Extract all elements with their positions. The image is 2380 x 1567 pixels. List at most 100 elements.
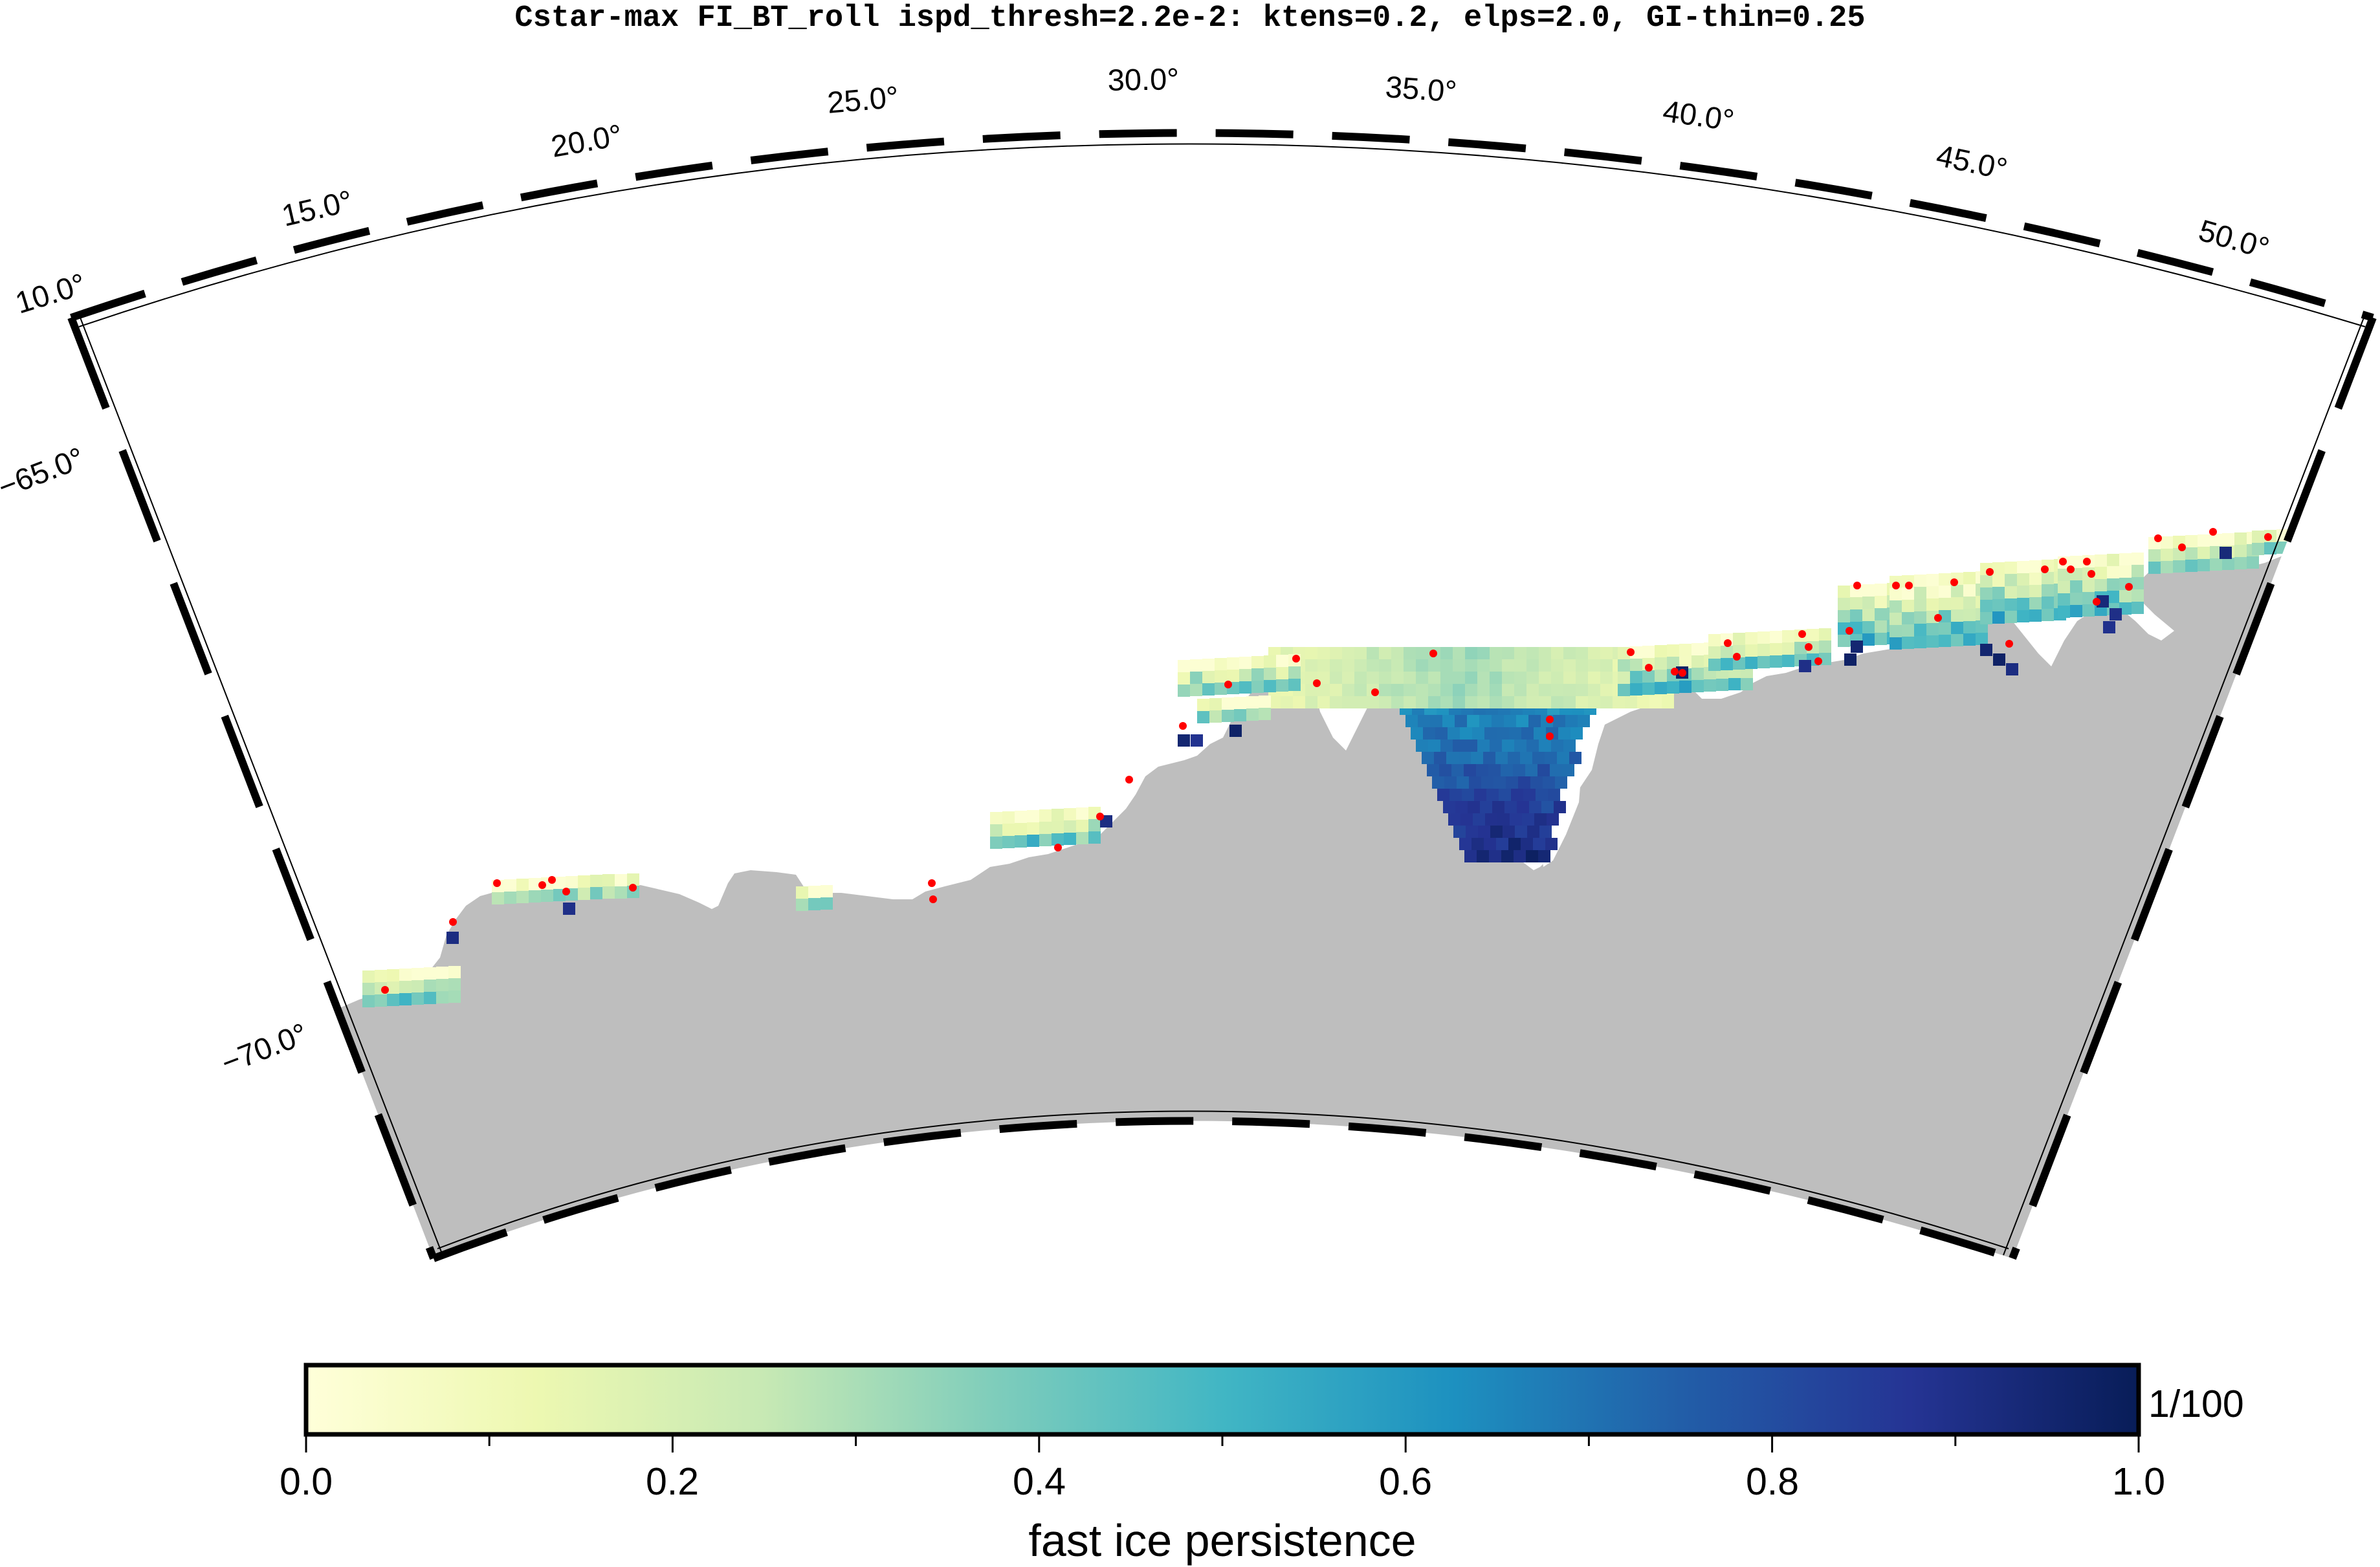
fast-ice-cell [1440,696,1453,708]
fast-ice-cell [1485,813,1497,826]
fast-ice-cell [1509,727,1521,740]
fast-ice-cell [2161,536,2173,549]
lon-label: 25.0° [826,80,899,120]
fast-ice-cell [1555,776,1567,789]
fast-ice-cell [1492,715,1504,727]
fast-ice-cell [1691,680,1704,692]
fast-ice-cell [2082,580,2095,592]
fast-ice-cell [1197,699,1209,711]
fast-ice-cell [1088,831,1101,844]
fast-ice-cell [1992,611,2005,624]
lat-label: −65.0° [0,441,89,505]
fast-ice-cell [2198,547,2210,559]
colorbar-gradient [303,1363,2141,1437]
fast-ice-cell [1993,653,2005,666]
fast-ice-cell [1976,633,1988,645]
fast-ice-cell [1493,776,1506,789]
fast-ice-cell [590,887,602,899]
fast-ice-cell [387,981,399,994]
grounded-iceberg-dot [538,881,546,889]
fast-ice-cell [1404,659,1416,672]
fast-ice-cell [1496,838,1508,850]
fast-ice-cell [808,886,821,898]
fast-ice-cell [2042,609,2054,621]
fast-ice-cell [1850,597,1862,609]
fast-ice-cell [1963,633,1976,646]
fast-ice-cell [1477,696,1490,708]
lon-label: 40.0° [1661,93,1737,137]
fast-ice-cell [1477,684,1490,696]
grounded-iceberg-dot [1645,664,1653,672]
map-frame [67,129,2377,1262]
fast-ice-cell [1502,672,1514,684]
grounded-iceberg-dot [1724,639,1732,647]
fast-ice-cell [1757,631,1770,644]
fast-ice-cell [1558,727,1570,740]
fast-ice-cell [1914,587,1926,599]
fast-ice-cell [1477,672,1490,684]
fast-ice-cell [1486,789,1499,801]
fast-ice-cell [2110,608,2122,620]
fast-ice-cell [1477,740,1490,752]
fast-ice-cell [1570,727,1583,740]
fast-ice-cell [1476,764,1488,776]
fast-ice-cell [1471,752,1483,764]
fast-ice-cell [1890,613,1902,625]
fast-ice-cell [1442,715,1455,727]
fast-ice-cell [2222,558,2234,570]
fast-ice-cell [1234,697,1246,709]
fast-ice-cell [2070,605,2082,617]
fast-ice-cell [1951,622,1963,634]
fast-ice-cell [1064,833,1076,845]
fast-ice-cell [1819,628,1831,641]
fast-ice-cell [602,886,615,899]
fast-ice-cell [1293,696,1305,708]
fast-ice-cell [1770,631,1782,643]
fast-ice-cell [1508,838,1521,850]
fast-ice-cell [1541,801,1554,813]
grounded-iceberg-dot [2067,565,2075,573]
fast-ice-cell [1980,587,1992,600]
fast-ice-cell [1539,684,1551,696]
fast-ice-cell [1534,727,1546,740]
fast-ice-cell [1391,684,1404,696]
fast-ice-cell [1539,826,1552,838]
fast-ice-cell [2234,557,2247,569]
fast-ice-cell [2017,610,2029,622]
fast-ice-cell [1875,608,1887,620]
fast-ice-cell [1902,624,1914,637]
lat-label: −70.0° [217,1016,313,1080]
grounded-iceberg-dot [1798,630,1806,638]
fast-ice-cell [1495,752,1508,764]
fast-ice-cell [1430,715,1442,727]
fast-ice-cell [796,899,808,911]
fast-ice-cell [1642,646,1655,658]
fast-ice-cell [1209,710,1222,723]
fast-ice-cell [516,891,529,903]
fast-ice-cell [1488,764,1501,776]
fast-ice-cell [1444,776,1457,789]
fast-ice-cell [1502,696,1514,708]
frame-west-edge-inner [80,317,443,1256]
fast-ice-cell [1202,671,1215,683]
fast-ice-cell [2234,532,2247,545]
fast-ice-cell [412,980,424,992]
fast-ice-cell [1354,647,1367,659]
fast-ice-cell [1914,636,1926,648]
fast-ice-cell [1588,684,1600,696]
fast-ice-cell [1770,643,1782,655]
fast-ice-cell [1679,681,1691,693]
fast-ice-cell [1551,696,1563,708]
fast-ice-cell [1539,672,1551,684]
fast-ice-cell [1490,826,1503,838]
fast-ice-cell [2132,577,2144,589]
fast-ice-cell [2017,561,2029,573]
fast-ice-cell [1453,684,1465,696]
fast-ice-cell [1569,752,1581,764]
frame-east-edge [2009,316,2377,1260]
fast-ice-cell [1416,672,1428,684]
fast-ice-cell [2148,562,2161,574]
fast-ice-cell [1502,684,1514,696]
fast-ice-cell [1532,752,1545,764]
fast-ice-cell [1052,809,1064,821]
